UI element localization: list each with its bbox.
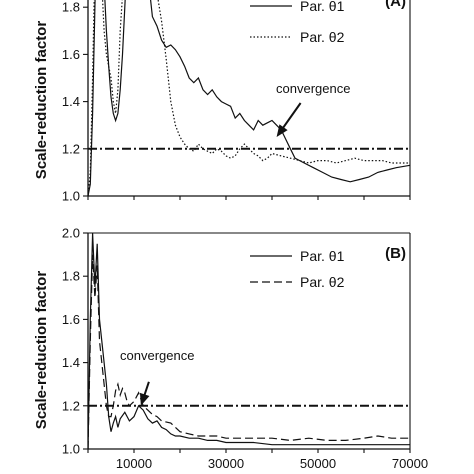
panel-b-y-tick-label: 1.4 [62, 355, 80, 370]
panel-a-annotation-arrow-head [276, 124, 288, 137]
panel-a-y-tick-label: 1.2 [62, 141, 80, 156]
panel-a-y-axis-label: Scale-reduction factor [33, 21, 50, 180]
panel-b-y-tick-label: 1.0 [62, 442, 80, 457]
panel-b-x-tick-label: 10000 [116, 456, 152, 471]
panel-b-x-tick-label: 70000 [392, 456, 428, 471]
legend-label-theta1: Par. θ1 [300, 0, 345, 14]
panel-b-series-theta1 [88, 232, 410, 450]
panel-a-series-theta1 [87, 0, 411, 197]
legend-label-theta2: Par. θ2 [300, 274, 345, 290]
panel-b-annotation-arrow-head [139, 392, 150, 406]
panel-b-y-axis-label: Scale-reduction factor [33, 271, 50, 430]
panel-a-y-tick-label: 1.4 [62, 94, 80, 109]
panel-a: Scale-reduction factor (A) Par. θ1 Par. … [33, 0, 411, 204]
panel-a-y-tick-label: 1.8 [62, 0, 80, 15]
legend-label-theta1: Par. θ1 [300, 248, 345, 264]
panel-b-y-tick-label: 2.0 [62, 226, 80, 241]
panel-a-legend: Par. θ1 Par. θ2 [250, 0, 345, 45]
panel-b-convergence-annotation: convergence [120, 348, 194, 363]
panel-b-label: (B) [385, 245, 406, 262]
panel-b-y-tick-label: 1.2 [62, 398, 80, 413]
panel-a-label: (A) [385, 0, 406, 10]
panel-b-x-tick-label: 50000 [300, 456, 336, 471]
legend-label-theta2: Par. θ2 [300, 29, 345, 45]
panel-b-series-theta2 [88, 254, 410, 450]
panel-a-convergence-annotation: convergence [276, 81, 350, 96]
panel-b: Scale-reduction factor (B) Par. θ1 Par. … [33, 226, 428, 472]
panel-b-legend: Par. θ1 Par. θ2 [250, 248, 345, 290]
panel-b-y-tick-label: 1.8 [62, 269, 80, 284]
panel-a-series-theta2 [87, 0, 410, 197]
panel-a-annotation-arrow-shaft [281, 102, 302, 130]
panel-a-y-tick-label: 1.6 [62, 47, 80, 62]
panel-b-y-tick-label: 1.6 [62, 312, 80, 327]
panel-a-y-tick-label: 1.0 [62, 189, 80, 204]
panel-b-x-tick-label: 30000 [208, 456, 244, 471]
